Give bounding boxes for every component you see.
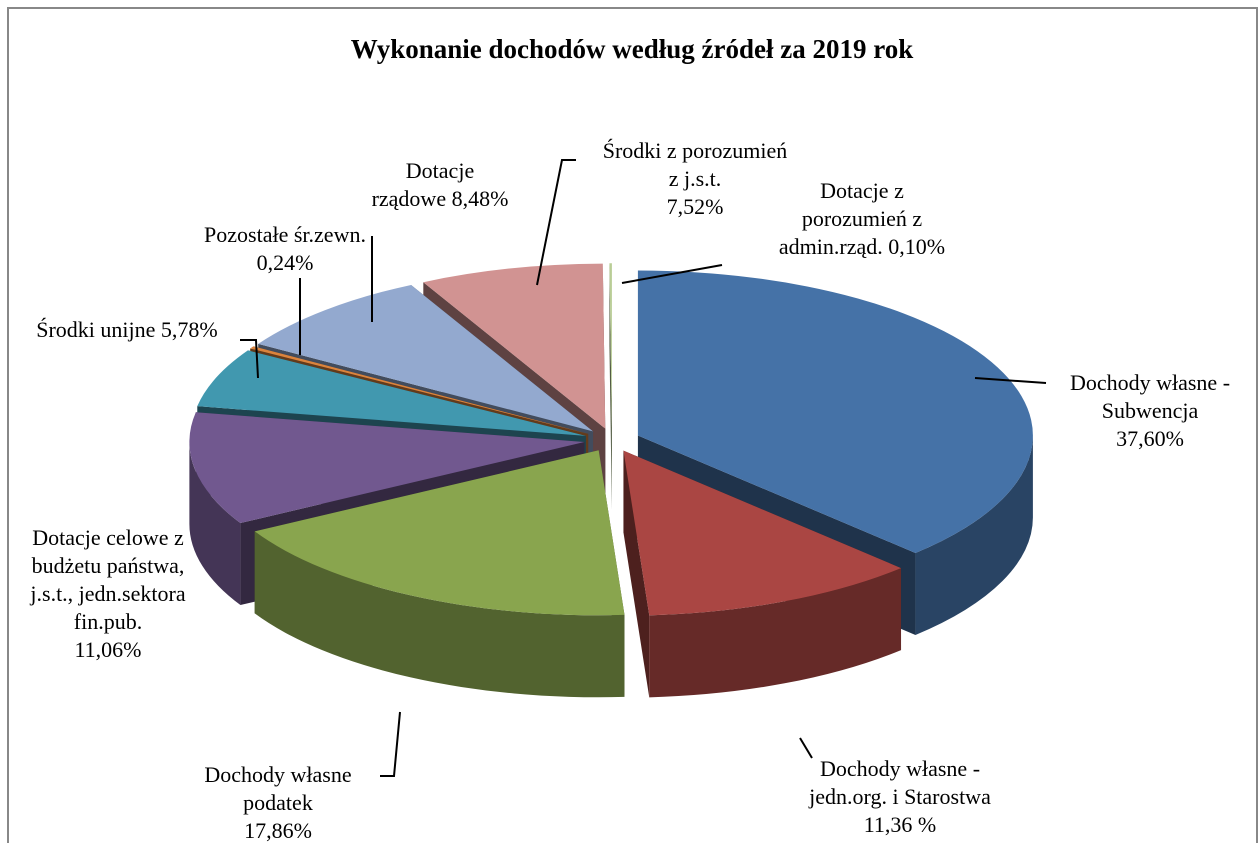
slice-side: [254, 531, 625, 698]
slice-wall: [623, 450, 650, 698]
value-label: 37,60%: [1116, 426, 1184, 451]
slice: [623, 450, 902, 698]
data-label: Dotacje rządowe 8,48%Dotacje rządowe: [372, 158, 509, 211]
label-line: Dotacje celowe z: [32, 525, 184, 550]
data-label: Środki unijne 5,78%Środki unijne: [36, 317, 218, 342]
slice-top: [423, 263, 606, 429]
label-line: Dotacje z: [820, 178, 904, 203]
slice-top: [623, 450, 902, 616]
slice-top: [609, 263, 612, 429]
label-line: podatek: [243, 790, 313, 815]
label-line: z j.s.t.: [669, 166, 722, 191]
leader-line: [974, 377, 1047, 384]
value-label: 8,48%: [452, 186, 509, 211]
value-label: 17,86%: [244, 818, 312, 843]
label-line: admin.rząd. 0,10%: [779, 234, 945, 259]
value-label: 11,36 %: [864, 812, 937, 837]
chart-title: Wykonanie dochodów według źródeł za 2019…: [351, 34, 914, 64]
label-line: Dotacje: [406, 158, 474, 183]
label-line: Dochody własne: [204, 762, 351, 787]
slice: [254, 450, 625, 698]
label-line: jedn.org. i Starostwa: [808, 784, 991, 809]
label-line: budżetu państwa,: [32, 553, 185, 578]
label-line: Subwencja: [1102, 398, 1199, 423]
label-line: Pozostałe śr.zewn.: [204, 222, 366, 247]
data-label: Dotacje z porozumień z admin.rząd. 0,10%Do…: [779, 178, 945, 259]
label-line: porozumień z: [802, 206, 923, 231]
label-line: Środki unijne 5,78%: [36, 317, 218, 342]
data-label: Dochody własne - jedn.org. i Starostwa 11,…: [808, 756, 991, 837]
slice-wall: [609, 263, 612, 511]
data-label: Dotacje celowe z budżetu państwa, j.s.t., …: [29, 525, 185, 662]
slice-top: [197, 350, 586, 436]
label-line: Dochody własne -: [1070, 370, 1230, 395]
leader-line: [799, 737, 813, 759]
label-line: j.s.t., jedn.sektora: [29, 581, 185, 606]
value-label: 11,06%: [74, 637, 141, 662]
value-label: 0,10%: [888, 234, 945, 259]
leader-line: [536, 159, 576, 286]
data-label: Dochody własne -Subwencja 37,60%Dochody w…: [1070, 370, 1230, 451]
leader-line: [240, 339, 259, 379]
data-label: Środki z porozumień z j.s.t. 7,52%Środki z…: [603, 138, 788, 219]
slice-side: [189, 441, 241, 606]
slice-top: [258, 284, 594, 432]
slice-top: [254, 450, 625, 616]
label-line: fin.pub.: [74, 609, 142, 634]
data-label: Pozostałe śr.zewn. 0,24%Pozostałe śr.zewn…: [204, 222, 366, 275]
data-label: Dochody własne podatek 17,86%Dochody własn…: [204, 762, 351, 843]
slice-side: [649, 568, 902, 698]
leader-line: [621, 264, 723, 284]
slice-top: [637, 270, 1033, 553]
value-label: 0,24%: [257, 250, 314, 275]
slice: [609, 263, 612, 511]
slice-top: [189, 412, 585, 524]
slice-top: [250, 346, 589, 434]
slice-side: [915, 435, 1033, 635]
label-line: rządowe 8,48%: [372, 186, 509, 211]
label-line: Środki z porozumień: [603, 138, 788, 163]
value-label: 5,78%: [161, 317, 218, 342]
leader-line: [380, 711, 401, 777]
label-line: Dochody własne -: [820, 756, 980, 781]
value-label: 7,52%: [667, 194, 724, 219]
